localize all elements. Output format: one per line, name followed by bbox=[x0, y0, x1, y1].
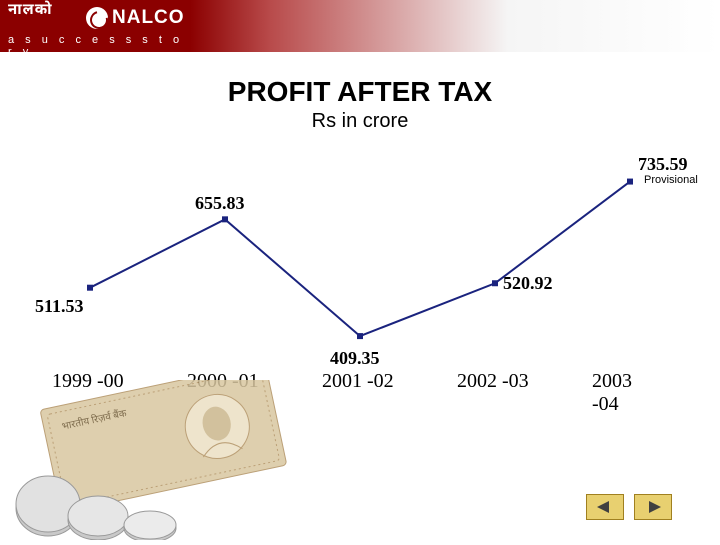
chart-x-label: 2003 -04 bbox=[592, 370, 660, 416]
chart-marker bbox=[222, 216, 228, 222]
chart-x-label: 2002 -03 bbox=[457, 370, 529, 393]
slide-nav bbox=[586, 494, 672, 520]
chart-x-label: 2001 -02 bbox=[322, 370, 394, 393]
provisional-note: Provisional bbox=[644, 174, 698, 186]
chart-svg bbox=[60, 150, 660, 380]
chart-marker bbox=[492, 280, 498, 286]
chart-title: PROFIT AFTER TAX bbox=[0, 76, 720, 108]
chart-value-label: 409.35 bbox=[330, 348, 380, 369]
chart-marker bbox=[357, 333, 363, 339]
brand-logo: NALCO bbox=[86, 4, 186, 32]
header-brand-block: नालको NALCO a s u c c e s s s t o r y bbox=[0, 0, 190, 52]
brand-logo-text: NALCO bbox=[112, 7, 185, 29]
header-gradient bbox=[190, 0, 720, 52]
prev-button[interactable] bbox=[586, 494, 624, 520]
chart-value-label: 655.83 bbox=[195, 193, 245, 214]
arrow-left-icon bbox=[595, 500, 615, 514]
chart-value-label: 520.92 bbox=[503, 273, 553, 294]
chart-value-label: 735.59 bbox=[638, 154, 688, 175]
chart-value-label: 511.53 bbox=[35, 296, 84, 317]
chart-marker bbox=[87, 285, 93, 291]
brand-header: नालको NALCO a s u c c e s s s t o r y bbox=[0, 0, 720, 52]
arrow-right-icon bbox=[643, 500, 663, 514]
chart-marker bbox=[627, 179, 633, 185]
brand-tagline: a s u c c e s s s t o r y bbox=[8, 34, 190, 58]
profit-chart: 511.53655.83409.35520.92735.59Provisiona… bbox=[60, 150, 660, 380]
brand-logo-icon bbox=[86, 7, 108, 29]
title-block: PROFIT AFTER TAX Rs in crore bbox=[0, 76, 720, 133]
next-button[interactable] bbox=[634, 494, 672, 520]
currency-illustration: भारतीय रिज़र्व बैंक bbox=[0, 380, 320, 540]
brand-devnagari: नालको bbox=[8, 2, 53, 21]
chart-subtitle: Rs in crore bbox=[0, 110, 720, 133]
